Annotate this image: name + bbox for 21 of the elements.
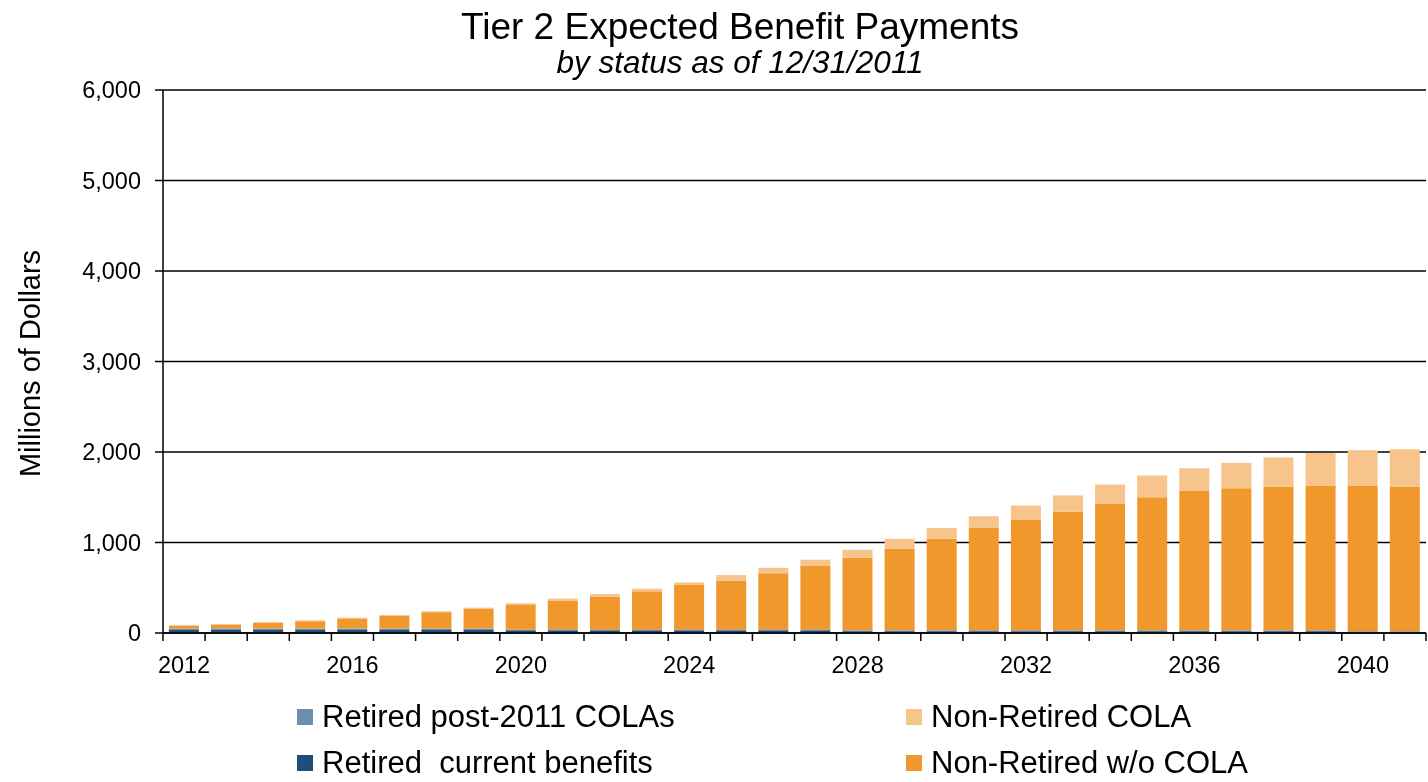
x-tick-label: 2016 — [326, 652, 379, 678]
x-tick-label: 2036 — [1168, 652, 1221, 678]
y-tick-label: 0 — [127, 620, 141, 647]
y-tick-label: 3,000 — [82, 348, 141, 375]
legend-label: Retired post-2011 COLAs — [322, 699, 675, 734]
x-tick-label: 2028 — [831, 652, 884, 678]
y-tick-label: 6,000 — [82, 77, 141, 104]
y-tick-label: 4,000 — [82, 258, 141, 285]
y-tick-label: 2,000 — [82, 439, 141, 466]
x-tick-label: 2012 — [157, 652, 211, 678]
y-axis-title: Millions of Dollars — [14, 249, 46, 478]
chart-title: Tier 2 Expected Benefit Payments — [460, 6, 1020, 47]
x-tick-label: 2032 — [999, 652, 1053, 678]
y-tick-label: 5,000 — [82, 167, 141, 194]
legend-label: Retired current benefits — [322, 745, 653, 780]
x-tick-label: 2024 — [663, 652, 716, 678]
legend-label: Non-Retired w/o COLA — [931, 745, 1249, 780]
x-tick-label: 2020 — [494, 652, 547, 678]
legend-label: Non-Retired COLA — [931, 699, 1192, 734]
y-tick-label: 1,000 — [82, 529, 141, 556]
x-tick-label: 2040 — [1336, 652, 1389, 678]
